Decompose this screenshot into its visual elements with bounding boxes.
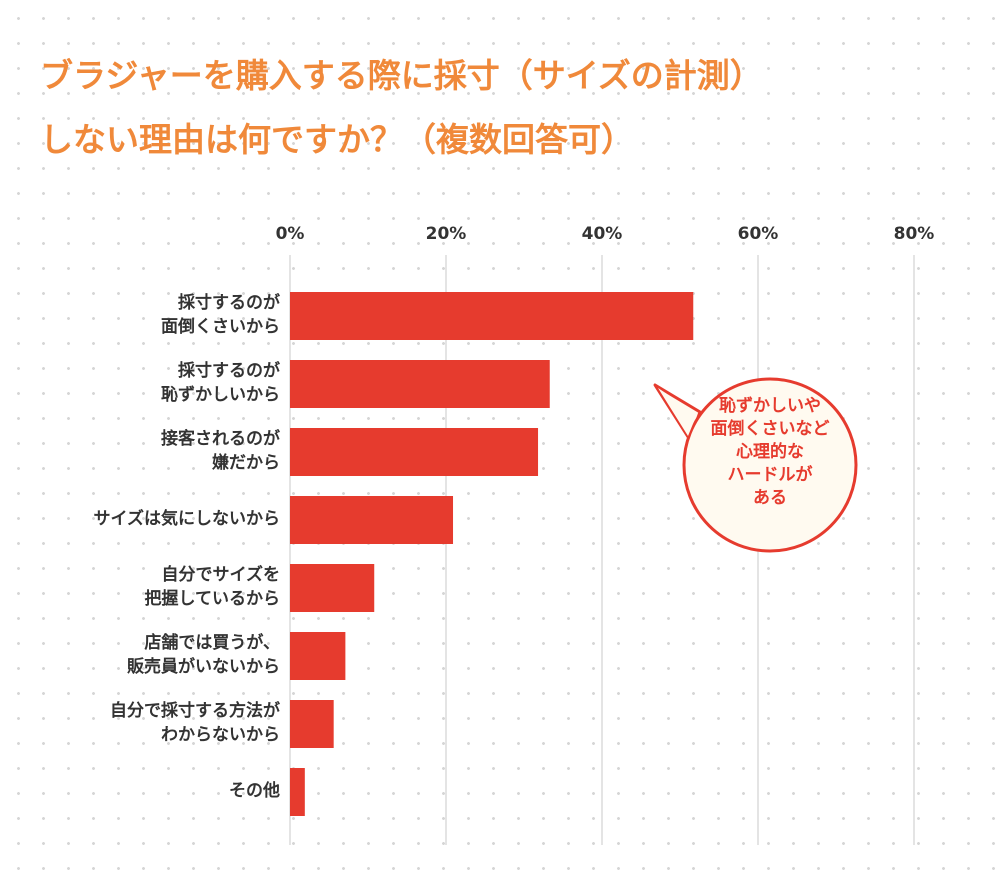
x-tick-label: 80%	[893, 224, 935, 244]
category-label: 採寸するのが 恥ずかしいから	[161, 361, 280, 405]
category-label: その他	[229, 781, 280, 802]
category-label: 接客されるのが 嫌だから	[161, 429, 280, 473]
callout	[653, 377, 858, 553]
bar	[290, 428, 539, 476]
bar	[290, 700, 334, 748]
category-label: サイズは気にしないから	[93, 509, 281, 530]
x-tick-label: 40%	[581, 224, 623, 244]
bar	[290, 564, 375, 612]
bar	[290, 632, 346, 680]
bar	[290, 360, 550, 408]
x-tick-label: 0%	[275, 224, 305, 244]
chart-title: ブラジャーを購入する際に採寸（サイズの計測） しない理由は何ですか？（複数回答可…	[40, 56, 763, 159]
category-label: 店舗では買うが、 販売員がいないから	[127, 633, 280, 677]
category-label: 自分でサイズを 把握しているから	[144, 565, 281, 609]
bar	[290, 768, 305, 816]
bar	[290, 292, 694, 340]
x-tick-label: 60%	[737, 224, 779, 244]
category-label: 採寸するのが 面倒くさいから	[161, 293, 280, 337]
callout-text: 恥ずかしいや 面倒くさいなど 心理的な ハードルが ある	[710, 396, 830, 508]
bar	[290, 496, 454, 544]
category-label: 自分で採寸する方法が わからないから	[110, 701, 280, 745]
x-tick-label: 20%	[425, 224, 467, 244]
